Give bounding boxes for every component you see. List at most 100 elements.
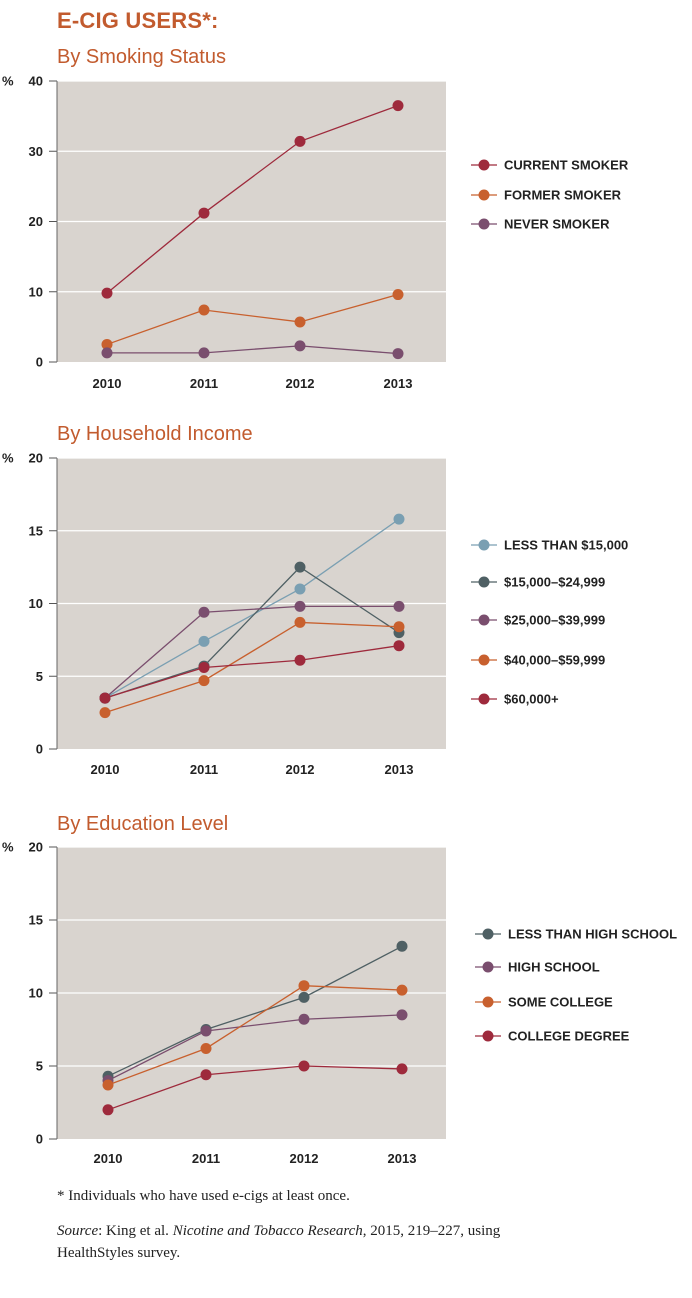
legend-marker (478, 654, 490, 666)
legend-marker (482, 1030, 494, 1042)
legend-label: $40,000–$59,999 (504, 653, 605, 668)
legend-label: COLLEGE DEGREE (508, 1029, 630, 1044)
y-tick-label: 0 (36, 742, 43, 757)
data-point-60-000-2012 (294, 654, 306, 666)
x-tick-label: 2013 (384, 376, 413, 391)
legend-label: SOME COLLEGE (508, 995, 613, 1010)
data-point-college-degree-2012 (298, 1060, 310, 1072)
data-point-high-school-2013 (396, 1009, 408, 1021)
series-line-less-than-high-school (107, 945, 403, 1077)
legend-marker (478, 159, 490, 171)
x-tick-label: 2012 (286, 762, 315, 777)
legend-marker (482, 928, 494, 940)
y-tick-label: 40 (29, 74, 43, 89)
legend-marker (478, 614, 490, 626)
chart-title-household-income: By Household Income (57, 423, 253, 445)
legend-marker (478, 189, 490, 201)
data-point-60-000-2013 (393, 640, 405, 652)
source-details: , 2015, 219–227, using HealthStyles surv… (57, 1223, 501, 1261)
data-point-current-smoker-2011 (198, 207, 210, 219)
legend-item-40-000-59-999: $40,000–$59,999 (471, 653, 605, 668)
legend-marker (482, 961, 494, 973)
data-point-college-degree-2010 (102, 1104, 114, 1116)
data-point-never-smoker-2011 (198, 347, 210, 359)
data-point-never-smoker-2010 (101, 347, 113, 359)
data-point-current-smoker-2012 (294, 135, 306, 147)
y-tick-label: 10 (29, 986, 43, 1001)
series-line-15-000-24-999 (104, 566, 400, 699)
legend-item-25-000-39-999: $25,000–$39,999 (471, 613, 605, 628)
data-point-never-smoker-2012 (294, 340, 306, 352)
legend-item-less-than-15-000: LESS THAN $15,000 (471, 538, 628, 553)
footnote: * Individuals who have used e-cigs at le… (57, 1188, 350, 1204)
data-point-less-than-15-000-2012 (294, 583, 306, 595)
y-tick-label: 5 (36, 669, 43, 684)
series-line-some-college (107, 985, 403, 1086)
x-tick-label: 2013 (385, 762, 414, 777)
data-point-less-than-15-000-2011 (198, 635, 210, 647)
legend-label: LESS THAN $15,000 (504, 538, 628, 553)
chart-household-income: 0 5 10 15 20% 2010 2011 2012 2013 LESS THAN $15,0… (2, 451, 628, 778)
legend-label: $60,000+ (504, 692, 559, 707)
y-tick-label: 10 (29, 284, 43, 299)
data-point-less-than-15-000-2013 (393, 513, 405, 525)
source-separator: : King et al. (98, 1223, 173, 1239)
y-tick-label: 20 (29, 214, 43, 229)
series-line-25-000-39-999 (104, 605, 399, 699)
series-line-40-000-59-999 (104, 621, 400, 714)
x-tick-label: 2010 (94, 1151, 123, 1166)
data-point-60-000-2010 (99, 692, 111, 704)
x-tick-label: 2012 (286, 376, 315, 391)
chart-smoking-status: 0 10 20 30 40% 2010 2011 2012 2013 CURRENT SMOKER… (2, 74, 629, 392)
legend-marker (478, 576, 490, 588)
series-line-high-school (107, 1014, 403, 1082)
y-tick-label: 15 (29, 913, 43, 928)
legend-marker (478, 539, 490, 551)
y-axis-unit-label: % (2, 451, 14, 466)
data-point-15-000-24-999-2012 (294, 561, 306, 573)
legend-item-less-than-high-school: LESS THAN HIGH SCHOOL (475, 927, 677, 942)
y-axis-unit-label: % (2, 840, 14, 855)
legend-label: HIGH SCHOOL (508, 960, 600, 975)
y-tick-label: 20 (29, 840, 43, 855)
y-tick-label: 20 (29, 451, 43, 466)
chart-title-education-level: By Education Level (57, 813, 229, 835)
series-line-current-smoker (106, 104, 399, 294)
data-point-college-degree-2011 (200, 1069, 212, 1081)
legend-item-former-smoker: FORMER SMOKER (471, 188, 622, 203)
y-tick-label: 0 (36, 1132, 43, 1147)
data-point-college-degree-2013 (396, 1063, 408, 1075)
data-point-some-college-2012 (298, 980, 310, 992)
x-tick-label: 2011 (190, 762, 218, 777)
data-point-less-than-high-school-2013 (396, 940, 408, 952)
chart-education-level: 0 5 10 15 20% 2010 2011 2012 2013 LESS THAN HIGH … (2, 840, 677, 1167)
data-point-25-000-39-999-2012 (294, 600, 306, 612)
legend-item-60-000: $60,000+ (471, 692, 559, 707)
data-point-40-000-59-999-2013 (393, 621, 405, 633)
legend-marker (478, 693, 490, 705)
data-point-former-smoker-2013 (392, 289, 404, 301)
legend-label: CURRENT SMOKER (504, 158, 629, 173)
series-line-college-degree (107, 1065, 403, 1111)
source-citation: Source: King et al. Nicotine and Tobacco… (57, 1220, 577, 1264)
series-line-60-000 (104, 645, 400, 699)
data-point-40-000-59-999-2012 (294, 616, 306, 628)
data-point-25-000-39-999-2013 (393, 600, 405, 612)
legend-label: NEVER SMOKER (504, 217, 610, 232)
legend-label: $15,000–$24,999 (504, 575, 605, 590)
data-point-some-college-2013 (396, 984, 408, 996)
data-point-less-than-high-school-2012 (298, 991, 310, 1003)
chart-title-smoking-status: By Smoking Status (57, 46, 226, 68)
x-tick-label: 2011 (190, 376, 218, 391)
data-point-some-college-2011 (200, 1042, 212, 1054)
x-tick-label: 2013 (388, 1151, 417, 1166)
data-point-never-smoker-2013 (392, 348, 404, 360)
data-point-current-smoker-2010 (101, 287, 113, 299)
y-tick-label: 5 (36, 1059, 43, 1074)
legend-item-current-smoker: CURRENT SMOKER (471, 158, 629, 173)
data-point-former-smoker-2011 (198, 304, 210, 316)
y-tick-label: 15 (29, 523, 43, 538)
legend-item-high-school: HIGH SCHOOL (475, 960, 600, 975)
data-point-high-school-2011 (200, 1025, 212, 1037)
page-title: E-CIG USERS*: (57, 8, 219, 33)
